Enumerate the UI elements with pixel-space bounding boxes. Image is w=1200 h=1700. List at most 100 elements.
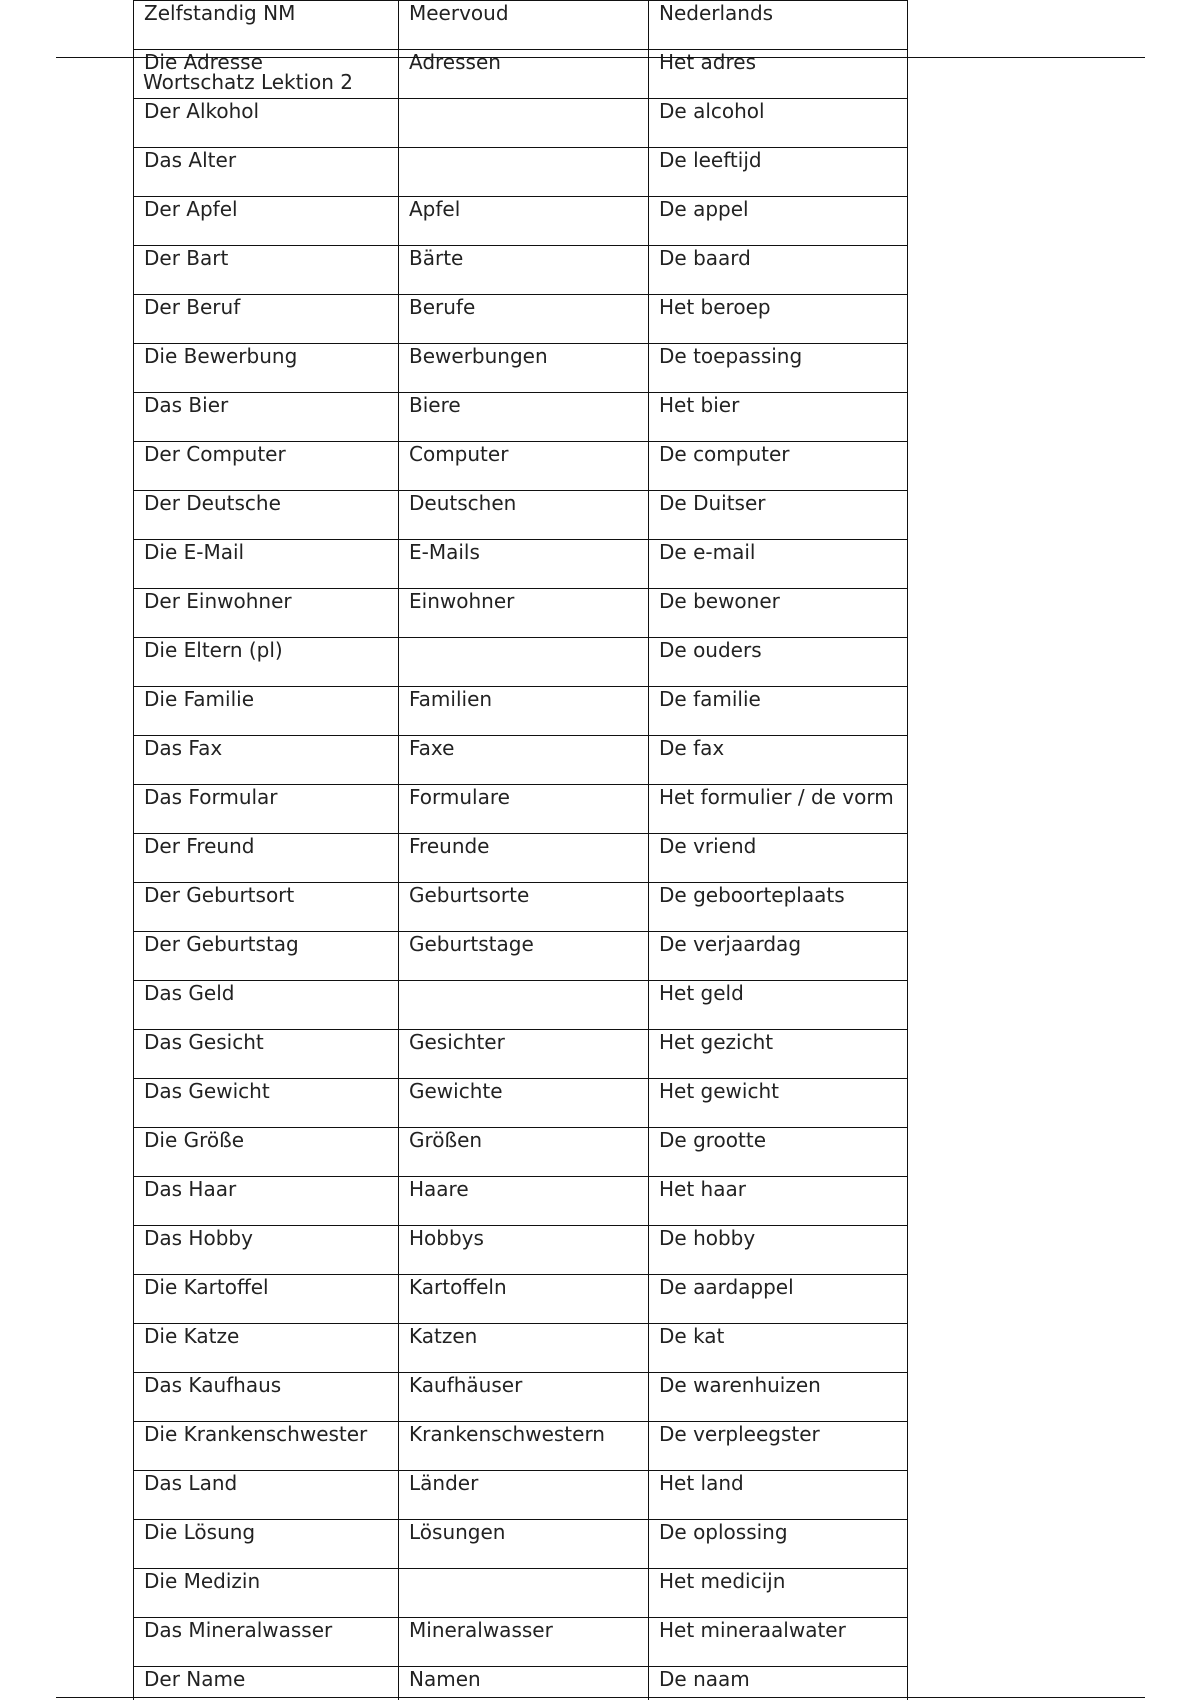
table-row: Das Gewicht Gewichte Het gewicht <box>133 1078 908 1128</box>
table-cell: De baard <box>648 245 908 295</box>
table-cell: Der Geburtsort <box>133 882 399 932</box>
table-cell: Das Kaufhaus <box>133 1372 399 1422</box>
table-cell: De Duitser <box>648 490 908 540</box>
table-cell: Kaufhäuser <box>398 1372 649 1422</box>
table-cell: Die Bewerbung <box>133 343 399 393</box>
table-row: Das Geld Het geld <box>133 980 908 1030</box>
table-cell: Krankenschwestern <box>398 1421 649 1471</box>
table-cell: Geburtstage <box>398 931 649 981</box>
table-cell: Deutschen <box>398 490 649 540</box>
table-row: Der Geburtstag Geburtstage De verjaardag <box>133 931 908 981</box>
table-cell: De leeftijd <box>648 147 908 197</box>
table-cell: De verjaardag <box>648 931 908 981</box>
table-row: Der Beruf Berufe Het beroep <box>133 294 908 344</box>
table-cell: Die Medizin <box>133 1568 399 1618</box>
table-row: Der Computer Computer De computer <box>133 441 908 491</box>
table-row: Das Gesicht Gesichter Het gezicht <box>133 1029 908 1079</box>
table-cell: Die Katze <box>133 1323 399 1373</box>
table-cell <box>398 980 649 1030</box>
table-cell: Der Apfel <box>133 196 399 246</box>
table-cell: Die Größe <box>133 1127 399 1177</box>
table-row: Die Lösung Lösungen De oplossing <box>133 1519 908 1569</box>
table-cell: Het beroep <box>648 294 908 344</box>
table-cell: Gesichter <box>398 1029 649 1079</box>
table-row: Das Land Länder Het land <box>133 1470 908 1520</box>
table-cell: E-Mails <box>398 539 649 589</box>
table-cell: Biere <box>398 392 649 442</box>
table-cell: Bärte <box>398 245 649 295</box>
table-row: Der Alkohol De alcohol <box>133 98 908 148</box>
table-row: Die Eltern (pl) De ouders <box>133 637 908 687</box>
table-cell: Freunde <box>398 833 649 883</box>
table-cell: De warenhuizen <box>648 1372 908 1422</box>
table-row: Das Kaufhaus Kaufhäuser De warenhuizen <box>133 1372 908 1422</box>
table-cell: Der Freund <box>133 833 399 883</box>
table-row: Die Familie Familien De familie <box>133 686 908 736</box>
table-row: Das Alter De leeftijd <box>133 147 908 197</box>
table-cell: Der Einwohner <box>133 588 399 638</box>
table-cell: Apfel <box>398 196 649 246</box>
table-row: Das Fax Faxe De fax <box>133 735 908 785</box>
table-cell: De naam <box>648 1666 908 1700</box>
table-cell: Die Familie <box>133 686 399 736</box>
table-cell: De grootte <box>648 1127 908 1177</box>
table-cell: Kartoffeln <box>398 1274 649 1324</box>
table-cell: De hobby <box>648 1225 908 1275</box>
table-row: Der Freund Freunde De vriend <box>133 833 908 883</box>
table-cell: Einwohner <box>398 588 649 638</box>
table-cell: De kat <box>648 1323 908 1373</box>
table-cell: Computer <box>398 441 649 491</box>
table-cell: Das Mineralwasser <box>133 1617 399 1667</box>
table-cell: Namen <box>398 1666 649 1700</box>
table-row: Das Formular Formulare Het formulier / de … <box>133 784 908 834</box>
table-row: Die Bewerbung Bewerbungen De toepassing <box>133 343 908 393</box>
table-cell: Het mineraalwater <box>648 1617 908 1667</box>
table-cell: Berufe <box>398 294 649 344</box>
table-cell: Der Name <box>133 1666 399 1700</box>
table-row: Der Name Namen De naam <box>133 1666 908 1700</box>
table-cell: De fax <box>648 735 908 785</box>
table-cell: Länder <box>398 1470 649 1520</box>
table-cell: De appel <box>648 196 908 246</box>
table-row: Der Einwohner Einwohner De bewoner <box>133 588 908 638</box>
table-cell <box>398 147 649 197</box>
table-cell: Der Bart <box>133 245 399 295</box>
page-title: Wortschatz Lektion 2 <box>143 70 354 94</box>
table-cell: Der Geburtstag <box>133 931 399 981</box>
table-cell: Das Geld <box>133 980 399 1030</box>
table-cell: Das Gesicht <box>133 1029 399 1079</box>
table-cell <box>398 1568 649 1618</box>
table-row: Das Hobby Hobbys De hobby <box>133 1225 908 1275</box>
table-row: Die Kartoffel Kartoffeln De aardappel <box>133 1274 908 1324</box>
table-cell: Hobbys <box>398 1225 649 1275</box>
table-cell: Geburtsorte <box>398 882 649 932</box>
table-cell: Haare <box>398 1176 649 1226</box>
table-cell: Der Beruf <box>133 294 399 344</box>
table-cell: De aardappel <box>648 1274 908 1324</box>
table-cell: De geboorteplaats <box>648 882 908 932</box>
table-row: Die Größe Größen De grootte <box>133 1127 908 1177</box>
table-row: Die Medizin Het medicijn <box>133 1568 908 1618</box>
table-cell: Het haar <box>648 1176 908 1226</box>
table-cell <box>398 98 649 148</box>
vocab-table: Zelfstandig NM Meervoud Nederlands Die Adre… <box>133 0 908 1700</box>
column-header: Zelfstandig NM <box>133 0 399 50</box>
table-cell: Het gezicht <box>648 1029 908 1079</box>
table-row: Das Bier Biere Het bier <box>133 392 908 442</box>
table-cell: Faxe <box>398 735 649 785</box>
table-cell: De ouders <box>648 637 908 687</box>
table-cell: Het land <box>648 1470 908 1520</box>
table-cell: De alcohol <box>648 98 908 148</box>
table-cell: Het formulier / de vorm <box>648 784 908 834</box>
table-cell: Het gewicht <box>648 1078 908 1128</box>
table-cell: Die Kartoffel <box>133 1274 399 1324</box>
table-cell: Das Alter <box>133 147 399 197</box>
table-cell: Het medicijn <box>648 1568 908 1618</box>
table-cell: Die Krankenschwester <box>133 1421 399 1471</box>
table-cell: De familie <box>648 686 908 736</box>
table-cell: Das Bier <box>133 392 399 442</box>
header-row: Zelfstandig NM Meervoud Nederlands <box>133 0 908 50</box>
table-cell: De oplossing <box>648 1519 908 1569</box>
table-cell: Gewichte <box>398 1078 649 1128</box>
